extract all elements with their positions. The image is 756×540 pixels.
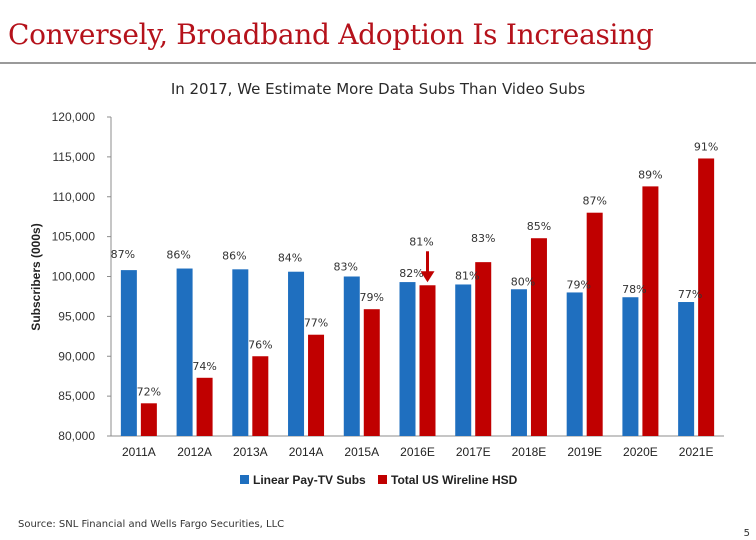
data-label-hsd: 74%: [192, 360, 216, 373]
y-tick-label: 90,000: [58, 349, 95, 363]
data-label-pay-tv: 86%: [222, 249, 246, 262]
data-label-hsd: 76%: [248, 338, 272, 351]
data-label-pay-tv: 83%: [334, 261, 358, 274]
data-label-pay-tv: 87%: [111, 248, 135, 261]
bar-wireline-hsd: [530, 238, 547, 436]
bar-wireline-hsd: [196, 377, 213, 436]
bar-wireline-hsd: [252, 356, 269, 436]
data-label-pay-tv: 81%: [455, 269, 479, 282]
data-label-hsd: 81%: [409, 235, 433, 248]
data-label-hsd: 87%: [582, 195, 606, 208]
bar-linear-pay-tv: [232, 269, 249, 436]
legend-swatch-pay-tv: [240, 475, 249, 484]
x-tick-label: 2013A: [233, 445, 268, 459]
bar-wireline-hsd: [308, 334, 325, 436]
data-label-hsd: 72%: [137, 385, 161, 398]
x-tick-label: 2017E: [456, 445, 491, 459]
bar-wireline-hsd: [140, 403, 157, 436]
data-label-hsd: 91%: [694, 140, 718, 153]
x-tick-label: 2016E: [400, 445, 435, 459]
legend-swatch-hsd: [378, 475, 387, 484]
x-tick-label: 2019E: [567, 445, 602, 459]
x-tick-label: 2012A: [177, 445, 212, 459]
bar-linear-pay-tv: [622, 297, 639, 436]
slide-title: Conversely, Broadband Adoption Is Increa…: [8, 18, 654, 51]
legend-label-hsd: Total US Wireline HSD: [391, 473, 518, 487]
legend-label-pay-tv: Linear Pay-TV Subs: [253, 473, 366, 487]
y-tick-label: 120,000: [52, 110, 96, 124]
bar-linear-pay-tv: [120, 270, 137, 436]
page-number: 5: [743, 528, 750, 539]
y-tick-label: 100,000: [52, 270, 96, 284]
bar-linear-pay-tv: [510, 289, 527, 436]
bar-linear-pay-tv: [288, 271, 305, 436]
y-tick-label: 105,000: [52, 230, 96, 244]
data-label-hsd: 83%: [471, 232, 495, 245]
chart-subtitle: In 2017, We Estimate More Data Subs Than…: [170, 80, 586, 98]
bar-wireline-hsd: [419, 285, 436, 436]
source-note: Source: SNL Financial and Wells Fargo Se…: [18, 519, 285, 530]
data-label-hsd: 77%: [304, 317, 328, 330]
data-label-pay-tv: 78%: [622, 283, 646, 296]
bar-linear-pay-tv: [176, 268, 193, 436]
y-tick-label: 80,000: [58, 429, 95, 443]
bar-linear-pay-tv: [343, 276, 360, 436]
y-tick-label: 85,000: [58, 389, 95, 403]
x-tick-label: 2015A: [344, 445, 379, 459]
bar-linear-pay-tv: [566, 292, 583, 436]
data-label-hsd: 89%: [638, 168, 662, 181]
y-axis-title: Subscribers (000s): [29, 223, 43, 330]
bar-wireline-hsd: [475, 262, 492, 436]
bar-wireline-hsd: [642, 186, 659, 436]
x-tick-label: 2018E: [512, 445, 547, 459]
y-tick-label: 95,000: [58, 309, 95, 323]
bar-linear-pay-tv: [678, 302, 695, 436]
annotation-arrow-head: [420, 271, 435, 283]
data-label-hsd: 85%: [527, 220, 551, 233]
bar-wireline-hsd: [586, 212, 603, 436]
x-tick-label: 2011A: [122, 445, 156, 459]
data-label-pay-tv: 84%: [278, 252, 302, 265]
title-divider: [0, 62, 756, 64]
y-tick-label: 115,000: [53, 150, 96, 164]
data-label-hsd: 79%: [360, 291, 384, 304]
bar-wireline-hsd: [698, 158, 715, 436]
data-label-pay-tv: 77%: [678, 288, 702, 301]
y-tick-label: 110,000: [53, 190, 96, 204]
data-label-pay-tv: 80%: [511, 275, 535, 288]
x-tick-label: 2014A: [289, 445, 324, 459]
data-label-pay-tv: 86%: [166, 249, 190, 262]
x-tick-label: 2021E: [679, 445, 714, 459]
data-label-pay-tv: 79%: [566, 278, 590, 291]
x-tick-label: 2020E: [623, 445, 658, 459]
bar-wireline-hsd: [363, 309, 380, 436]
bar-linear-pay-tv: [455, 284, 472, 436]
data-label-pay-tv: 82%: [399, 267, 423, 280]
bar-linear-pay-tv: [399, 282, 416, 436]
